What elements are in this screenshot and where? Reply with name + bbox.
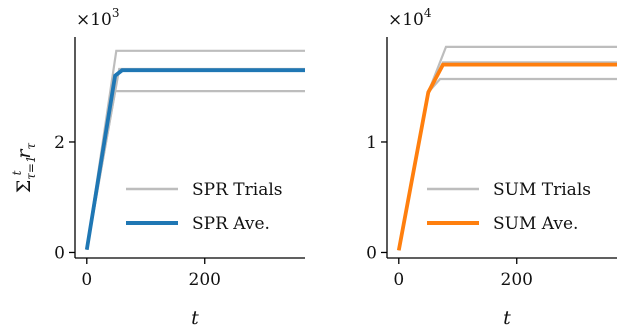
spr-tick-layer: 0 200 0 2 (54, 133, 221, 290)
sum-y-tick-label-0: 0 (366, 243, 377, 263)
sum-x-tick-label-200: 200 (501, 270, 533, 290)
sum-panel: 0 200 0 1 ×104 t SUM Trials SUM Ave. (366, 6, 617, 329)
spr-legend-trials-label: SPR Trials (192, 180, 283, 200)
spr-x-tick-label-200: 200 (189, 270, 221, 290)
spr-y-tick-label-2: 2 (54, 133, 65, 153)
sum-legend-trials-label: SUM Trials (493, 180, 591, 200)
spr-y-tick-label-0: 0 (54, 243, 65, 263)
sum-legend-average-label: SUM Ave. (493, 214, 578, 234)
svg-text:Στ=1trτ: Στ=1trτ (10, 142, 38, 193)
spr-x-tick-label-0: 0 (81, 270, 92, 290)
sum-average-line (396, 62, 617, 251)
spr-series-layer (84, 49, 305, 251)
spr-legend: SPR Trials SPR Ave. (126, 180, 283, 234)
sum-y-tick-label-1: 1 (366, 133, 377, 153)
sum-series-layer (396, 45, 617, 251)
sum-tick-layer: 0 200 0 1 (366, 133, 533, 290)
spr-average-line (84, 68, 305, 251)
sum-x-axis-label: t (503, 307, 511, 329)
spr-x-axis-label: t (191, 307, 199, 329)
sum-x-tick-label-0: 0 (393, 270, 404, 290)
spr-panel: 0 200 0 2 ×103 t Στ=1trτ SPR Trials SPR Ave… (10, 6, 305, 329)
spr-y-axis-label: Στ=1trτ (10, 142, 38, 193)
sum-y-multiplier: ×104 (388, 6, 432, 30)
spr-y-multiplier: ×103 (76, 6, 120, 30)
sum-legend: SUM Trials SUM Ave. (427, 180, 591, 234)
spr-legend-average-label: SPR Ave. (192, 214, 270, 234)
